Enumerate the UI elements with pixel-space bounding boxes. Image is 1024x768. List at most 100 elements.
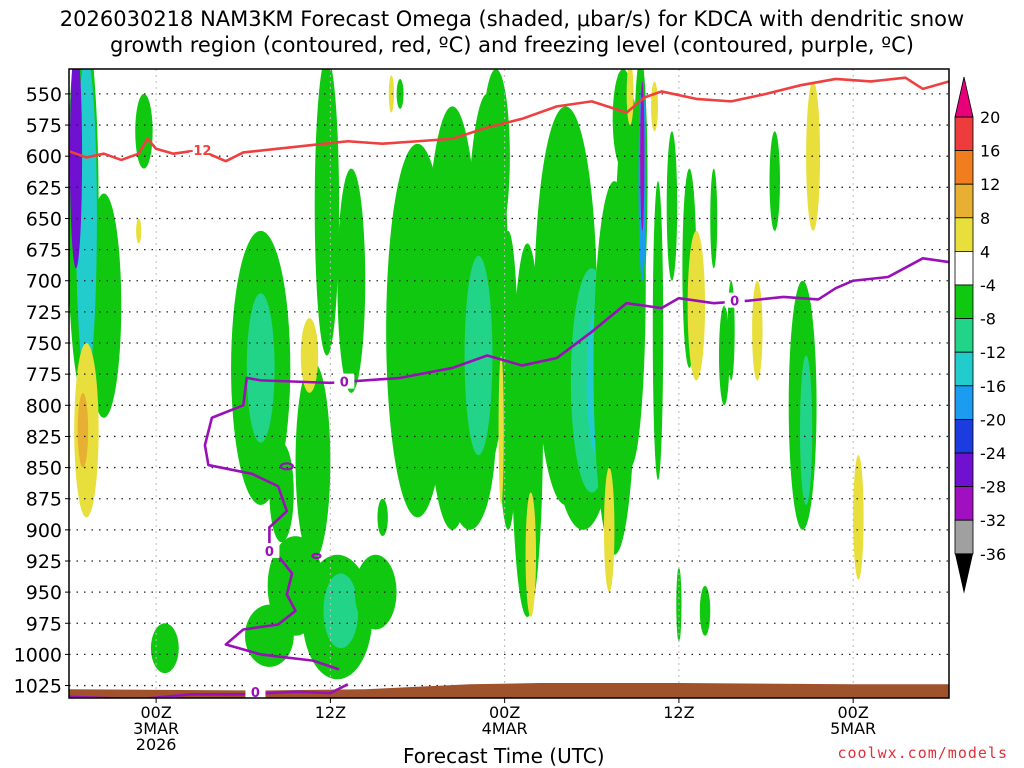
y-tick-550: 550 [26,84,62,106]
y-tick-1025: 1025 [14,676,62,698]
colorbar-label-6: -8 [980,310,996,329]
colorbar-box-0 [954,116,974,151]
y-axis: 550 575 600 625 650 675 700 725 750 775 800 825 850 8… [14,84,69,698]
colorbar-box-11 [954,486,974,521]
omega-region-21 [388,75,394,113]
y-tick-725: 725 [26,302,62,324]
freezing-label-1: 0 [340,376,349,391]
y-tick-850: 850 [26,458,62,480]
omega-region-52 [687,230,706,381]
omega-region-16 [337,168,366,393]
omega-region-22 [377,498,388,537]
omega-region-57 [800,355,813,505]
freezing-loop [279,462,294,471]
x-axis-title: Forecast Time (UTC) [403,744,605,768]
omega-region-47 [666,131,678,281]
y-tick-750: 750 [26,333,62,355]
omega-region-32 [525,492,537,618]
colorbar-label-11: -28 [980,478,1006,497]
x-tick-label-30-0: 12Z [663,703,694,722]
freezing-loop-small [311,552,322,560]
dgz-label-bg [189,141,210,157]
omega-region-53 [699,585,711,636]
omega-region-14 [295,361,331,561]
colorbar-label-5: -4 [980,276,996,295]
colorbar-label-2: 12 [980,175,1000,194]
credit-text: coolwx.com/models [837,744,1008,762]
colorbar-box-8 [954,385,974,420]
freezing-label-3: 0 [251,686,260,701]
y-tick-600: 600 [26,146,62,168]
y-tick-975: 975 [26,613,62,635]
y-tick-800: 800 [26,395,62,417]
freezing-label-1-bg [334,373,355,389]
colorbar-bottom-arrow [955,553,973,594]
colorbar-label-4: 4 [980,242,990,261]
y-tick-1000: 1000 [14,644,62,666]
colorbar-box-6 [954,318,974,353]
omega-region-27 [464,255,493,456]
omega-region-60 [853,455,864,580]
freezing-label-4-bg [724,292,745,308]
x-tick-label-0-1: 3MAR [133,719,179,738]
y-tick-625: 625 [26,177,62,199]
y-tick-675: 675 [26,240,62,262]
ground-terrain [69,683,949,698]
x-tick-label-0-2: 2026 [136,735,177,754]
omega-region-10 [246,293,275,443]
omega-region-50 [718,305,730,406]
colorbar-label-0: 20 [980,108,1000,127]
chart-title-line-1: 2026030218 NAM3KM Forecast Omega (shaded… [59,7,965,31]
x-tick-label-20-0: 00Z [489,703,520,722]
contour-lines: -12 0 0 0 0 [69,76,949,701]
x-tick-label-0-0: 00Z [140,703,171,722]
omega-region-15 [314,69,340,356]
x-tick-label-20-1: 4MAR [482,719,528,738]
omega-region-28 [481,69,510,244]
colorbar-label-10: -24 [980,444,1006,463]
colorbar-top-arrow [955,77,973,117]
plot-frame [68,68,950,699]
y-tick-650: 650 [26,208,62,230]
y-tick-925: 925 [26,551,62,573]
x-tick-label-40-1: 5MAR [830,719,876,738]
omega-region-59 [752,280,763,381]
freezing-contour-low [69,683,349,698]
colorbar-label-12: -32 [980,511,1006,530]
omega-shading [69,69,864,680]
colorbar-label-9: -20 [980,410,1006,429]
omega-region-55 [769,131,780,231]
y-tick-575: 575 [26,115,62,137]
colorbar-label-13: -36 [980,545,1006,564]
colorbar-top-outline [954,76,974,118]
omega-region-46 [652,181,664,481]
y-tick-900: 900 [26,520,62,542]
colorbar-box-3 [954,217,974,252]
colorbar-box-10 [954,452,974,487]
colorbar-box-7 [954,351,974,387]
omega-region-18 [323,573,359,649]
freezing-label-2-bg [259,543,280,559]
freezing-label-2: 0 [265,545,274,560]
colorbar-box-2 [954,183,974,219]
y-tick-950: 950 [26,582,62,604]
omega-region-5 [77,392,89,468]
y-tick-825: 825 [26,426,62,448]
omega-region-19 [354,554,397,630]
omega-region-58 [806,81,821,231]
colorbar-box-4 [954,250,974,286]
omega-region-8 [136,218,142,244]
colorbar: 20 16 12 8 4 -4 -8 -12 -16 -20 -24 -28 -32 -36 [954,76,1006,594]
y-tick-700: 700 [26,271,62,293]
y-tick-775: 775 [26,364,62,386]
dgz-label: -12 [188,144,212,159]
freezing-label-4: 0 [730,295,739,310]
chart-title-line-2: growth region (contoured, red, ºC) and f… [110,33,914,57]
colorbar-box-9 [954,418,974,454]
y-tick-875: 875 [26,489,62,511]
colorbar-label-8: -16 [980,377,1006,396]
x-tick-label-10-0: 12Z [315,703,346,722]
omega-region-6 [135,93,153,169]
